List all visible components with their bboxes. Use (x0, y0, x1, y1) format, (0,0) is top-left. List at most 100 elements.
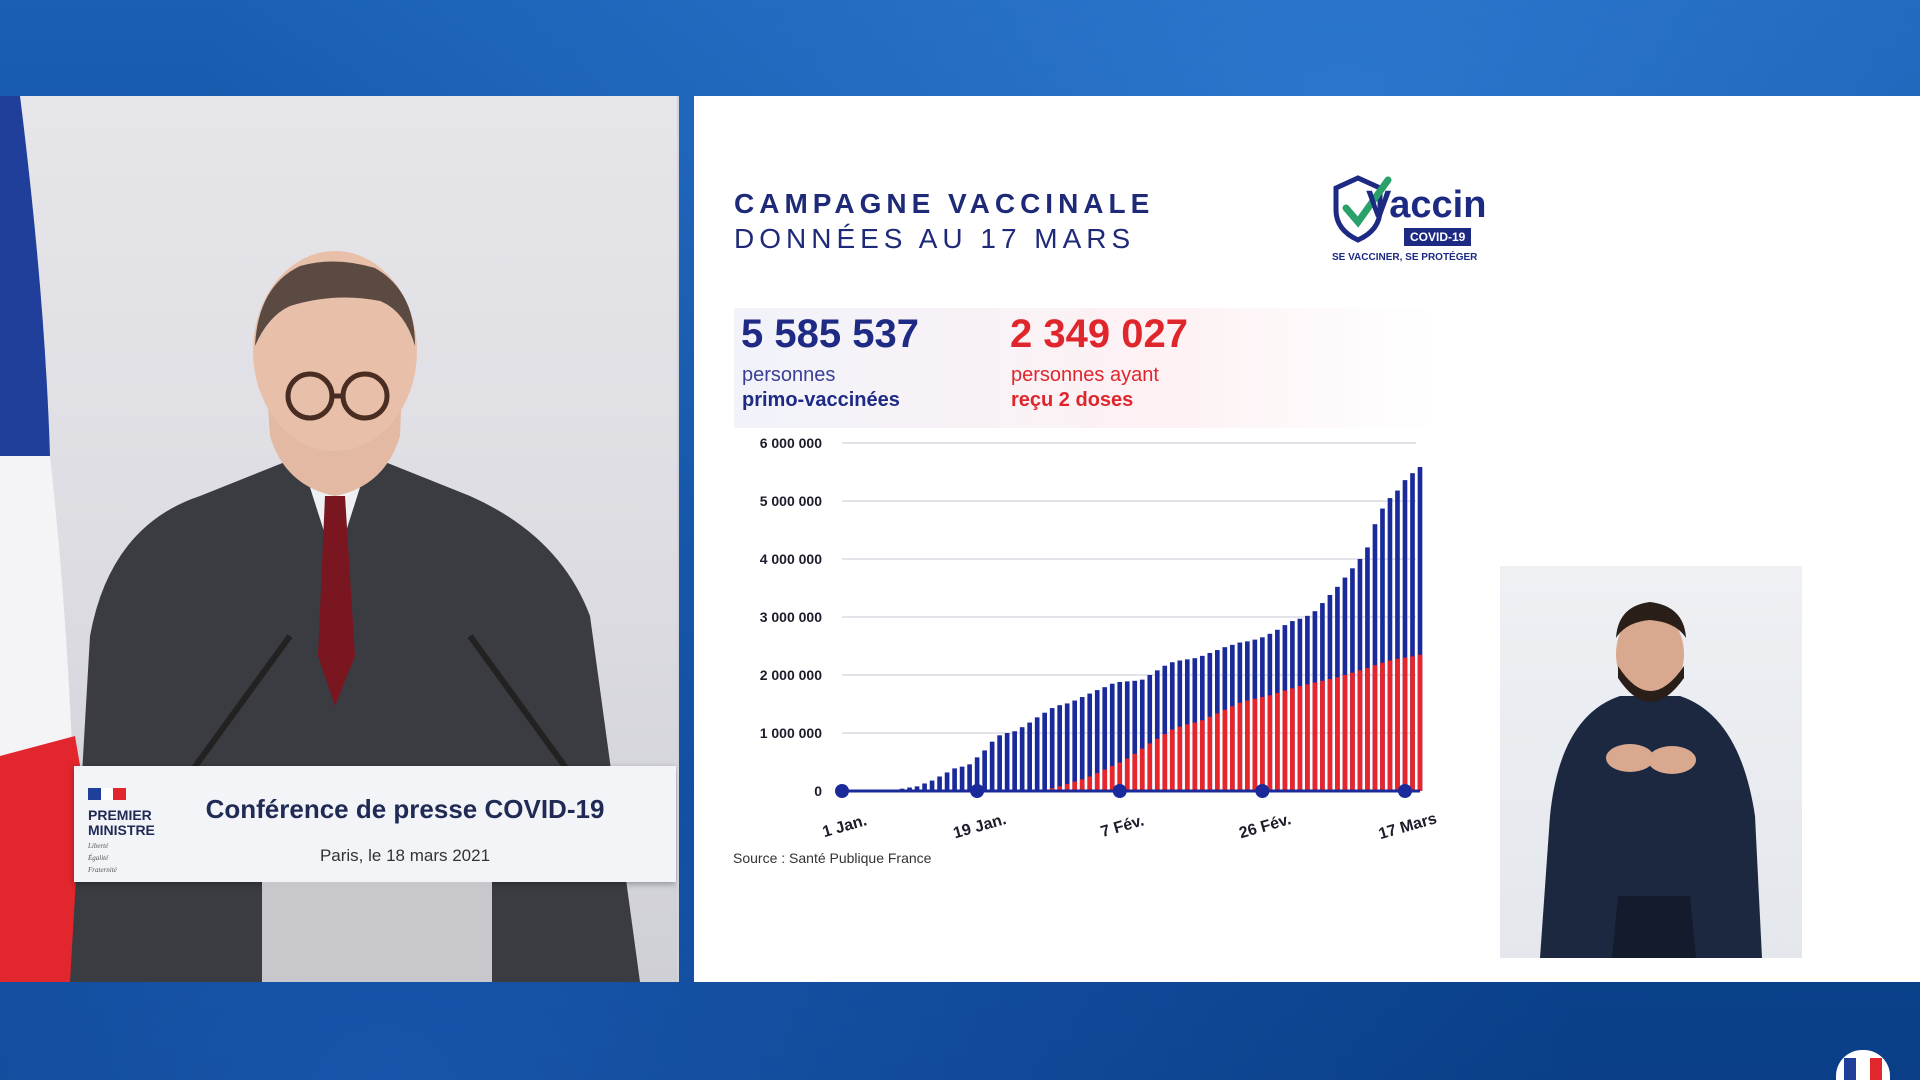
y-tick-label: 2 000 000 (760, 667, 822, 683)
kpi-primo-label-2: primo-vaccinées (742, 389, 900, 411)
bar-primo (1169, 662, 1175, 791)
bar-two-doses (1312, 682, 1318, 791)
bar-two-doses (1237, 702, 1243, 791)
bar-primo (1034, 717, 1040, 791)
french-flag-icon (0, 96, 125, 982)
bar-two-doses (1072, 781, 1078, 791)
y-tick-label: 5 000 000 (760, 493, 822, 509)
bar-two-doses (1222, 709, 1228, 791)
bar-primo (907, 787, 912, 791)
kpi-two-doses-value: 2 349 027 (1010, 312, 1188, 356)
bar-two-doses (1252, 698, 1258, 791)
tricolor-flag-icon (88, 788, 127, 800)
bar-primo (1094, 690, 1100, 791)
logo-word: Vaccin (1366, 184, 1487, 226)
bar-primo (1124, 681, 1130, 791)
bar-primo (989, 741, 995, 791)
bar-two-doses (1297, 686, 1303, 791)
motto-3: Fraternité (88, 866, 117, 874)
bar-primo (967, 764, 972, 791)
bar-two-doses (1267, 695, 1273, 791)
x-tick-marker (1112, 784, 1127, 798)
bar-two-doses (1395, 658, 1400, 791)
bar-two-doses (1199, 720, 1205, 791)
interpreter-figure (1540, 602, 1762, 958)
bar-primo (1042, 712, 1048, 791)
slide-title: CAMPAGNE VACCINALE (734, 188, 1155, 219)
motto-2: Égalité (88, 854, 109, 862)
bar-two-doses (1207, 716, 1213, 791)
bar-two-doses (1365, 668, 1370, 791)
bar-two-doses (1410, 656, 1415, 791)
kpi-primo-value: 5 585 537 (741, 312, 919, 356)
podium-stand (262, 882, 492, 982)
bar-two-doses (1260, 697, 1265, 791)
source-note: Source : Santé Publique France (733, 850, 932, 866)
bar-two-doses (1214, 713, 1220, 791)
bar-primo (914, 786, 920, 791)
y-tick-label: 4 000 000 (760, 551, 822, 567)
premier-ministre-logo: PREMIER MINISTRE Liberté Égalité Fratern… (88, 788, 168, 874)
bar-primo (1410, 473, 1415, 791)
bar-two-doses (1132, 753, 1138, 791)
bar-primo (1132, 680, 1138, 791)
bar-primo (1147, 675, 1153, 791)
bar-two-doses (1350, 672, 1355, 791)
bar-primo (1417, 467, 1423, 791)
slide-subtitle: DONNÉES AU 17 MARS (734, 223, 1136, 254)
bar-primo (997, 735, 1002, 791)
bar-two-doses (1380, 662, 1385, 791)
bar-primo (1027, 722, 1032, 791)
x-tick-label: 26 Fév. (1237, 811, 1293, 842)
y-tick-label: 0 (814, 783, 822, 799)
bar-two-doses (1290, 688, 1295, 791)
bar-two-doses (1245, 700, 1250, 791)
bar-primo (944, 772, 950, 791)
bar-two-doses (1117, 762, 1123, 791)
bar-primo (982, 750, 987, 791)
bar-two-doses (1177, 726, 1183, 791)
bar-primo (952, 768, 957, 791)
x-tick-label: 19 Jan. (951, 811, 1008, 842)
bar-two-doses (1402, 657, 1408, 791)
bar-primo (937, 776, 942, 791)
bar-two-doses (1327, 679, 1333, 791)
x-tick-marker (835, 784, 849, 798)
bar-two-doses (1079, 779, 1085, 791)
logo-tagline: SE VACCINER, SE PROTÉGER (1332, 252, 1478, 263)
bar-primo (929, 780, 935, 791)
bar-primo (1372, 524, 1378, 791)
bar-two-doses (1139, 748, 1145, 791)
kpi-two-doses-label-1: personnes ayant (1011, 364, 1159, 386)
bar-two-doses (1387, 660, 1393, 791)
bar-primo (1102, 687, 1108, 791)
bar-two-doses (1320, 680, 1325, 791)
y-tick-label: 6 000 000 (760, 435, 822, 451)
x-tick-label: 17 Mars (1377, 810, 1439, 843)
sign-language-interpreter (1500, 566, 1802, 958)
x-tick-marker (1255, 784, 1270, 798)
podium-title: Conférence de presse COVID-19 (205, 794, 605, 824)
bar-two-doses (1169, 729, 1175, 791)
bar-primo (1402, 480, 1408, 791)
bar-primo (1395, 490, 1400, 791)
x-tick-label: 7 Fév. (1099, 812, 1146, 841)
bar-primo (1019, 727, 1025, 791)
bar-primo (1177, 660, 1183, 791)
logo-badge: COVID-19 (1404, 228, 1472, 246)
bar-two-doses (1154, 738, 1160, 791)
bar-two-doses (1230, 706, 1235, 791)
x-tick-marker (970, 784, 985, 798)
bar-primo (959, 766, 965, 791)
bar-primo (1049, 708, 1055, 791)
bar-primo (1072, 700, 1078, 791)
bar-primo (1012, 731, 1017, 791)
bar-two-doses (1094, 773, 1100, 791)
bar-two-doses (1357, 670, 1363, 791)
bar-primo (1380, 508, 1385, 791)
bar-primo (974, 757, 980, 791)
bar-primo (1087, 693, 1093, 791)
x-tick-label: 1 Jan. (821, 812, 869, 841)
podium-subtitle: Paris, le 18 mars 2021 (319, 846, 491, 865)
bar-two-doses (1305, 684, 1310, 791)
